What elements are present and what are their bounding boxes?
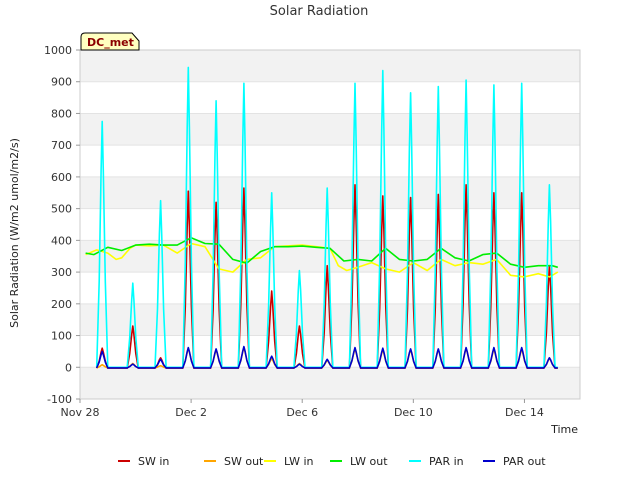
- plot-frame: [79, 49, 581, 400]
- series-lines: [85, 66, 559, 369]
- y-tick-label: 900: [51, 76, 72, 89]
- y-tick-label: -100: [47, 393, 72, 406]
- legend-label-sw-out: SW out: [224, 455, 264, 468]
- legend-label-par-in: PAR in: [429, 455, 464, 468]
- y-tick-label: 100: [51, 330, 72, 343]
- y-tick-label: 0: [65, 361, 72, 374]
- y-tick-label: 200: [51, 298, 72, 311]
- legend-label-lw-in: LW in: [284, 455, 314, 468]
- series-par-out-line: [95, 345, 558, 369]
- grid-band: [80, 176, 580, 209]
- x-tick-label: Dec 6: [286, 406, 318, 419]
- site-badge-box: [80, 32, 140, 51]
- grid-band: [80, 113, 580, 146]
- legend-label-sw-in: SW in: [138, 455, 169, 468]
- chart-title: Solar Radiation: [270, 4, 369, 19]
- y-tick-label: 1000: [44, 44, 72, 57]
- grid-band: [80, 50, 580, 82]
- legend: SW in SW out LW in LW out PAR in PAR out: [118, 455, 546, 468]
- x-tick-label: Nov 28: [61, 406, 100, 419]
- plot-background: [80, 50, 580, 399]
- y-tick-label: 800: [51, 107, 72, 120]
- site-badge-label: DC_met: [87, 36, 134, 49]
- legend-label-lw-out: LW out: [350, 455, 388, 468]
- site-badge: DC_met: [80, 32, 140, 51]
- y-tick-label: 400: [51, 234, 72, 247]
- x-axis-label: Time: [550, 423, 578, 436]
- plot-area: [80, 50, 580, 399]
- x-tick-label: Dec 10: [394, 406, 433, 419]
- y-tick-label: 700: [51, 139, 72, 152]
- x-axis-ticks: Nov 28 Dec 2 Dec 6 Dec 10 Dec 14: [61, 399, 544, 419]
- y-tick-label: 300: [51, 266, 72, 279]
- y-axis-ticks: -100 0 100 200 300 400 500 600 700 800 900 1000: [44, 44, 80, 406]
- x-tick-label: Dec 14: [505, 406, 544, 419]
- grid-band: [80, 367, 580, 399]
- legend-label-par-out: PAR out: [503, 455, 546, 468]
- y-tick-label: 600: [51, 171, 72, 184]
- series-lw-out-line: [85, 237, 559, 269]
- x-tick-label: Dec 2: [175, 406, 207, 419]
- y-tick-label: 500: [51, 203, 72, 216]
- y-axis-label: Solar Radiation (W/m2 umol/m2/s): [8, 138, 21, 328]
